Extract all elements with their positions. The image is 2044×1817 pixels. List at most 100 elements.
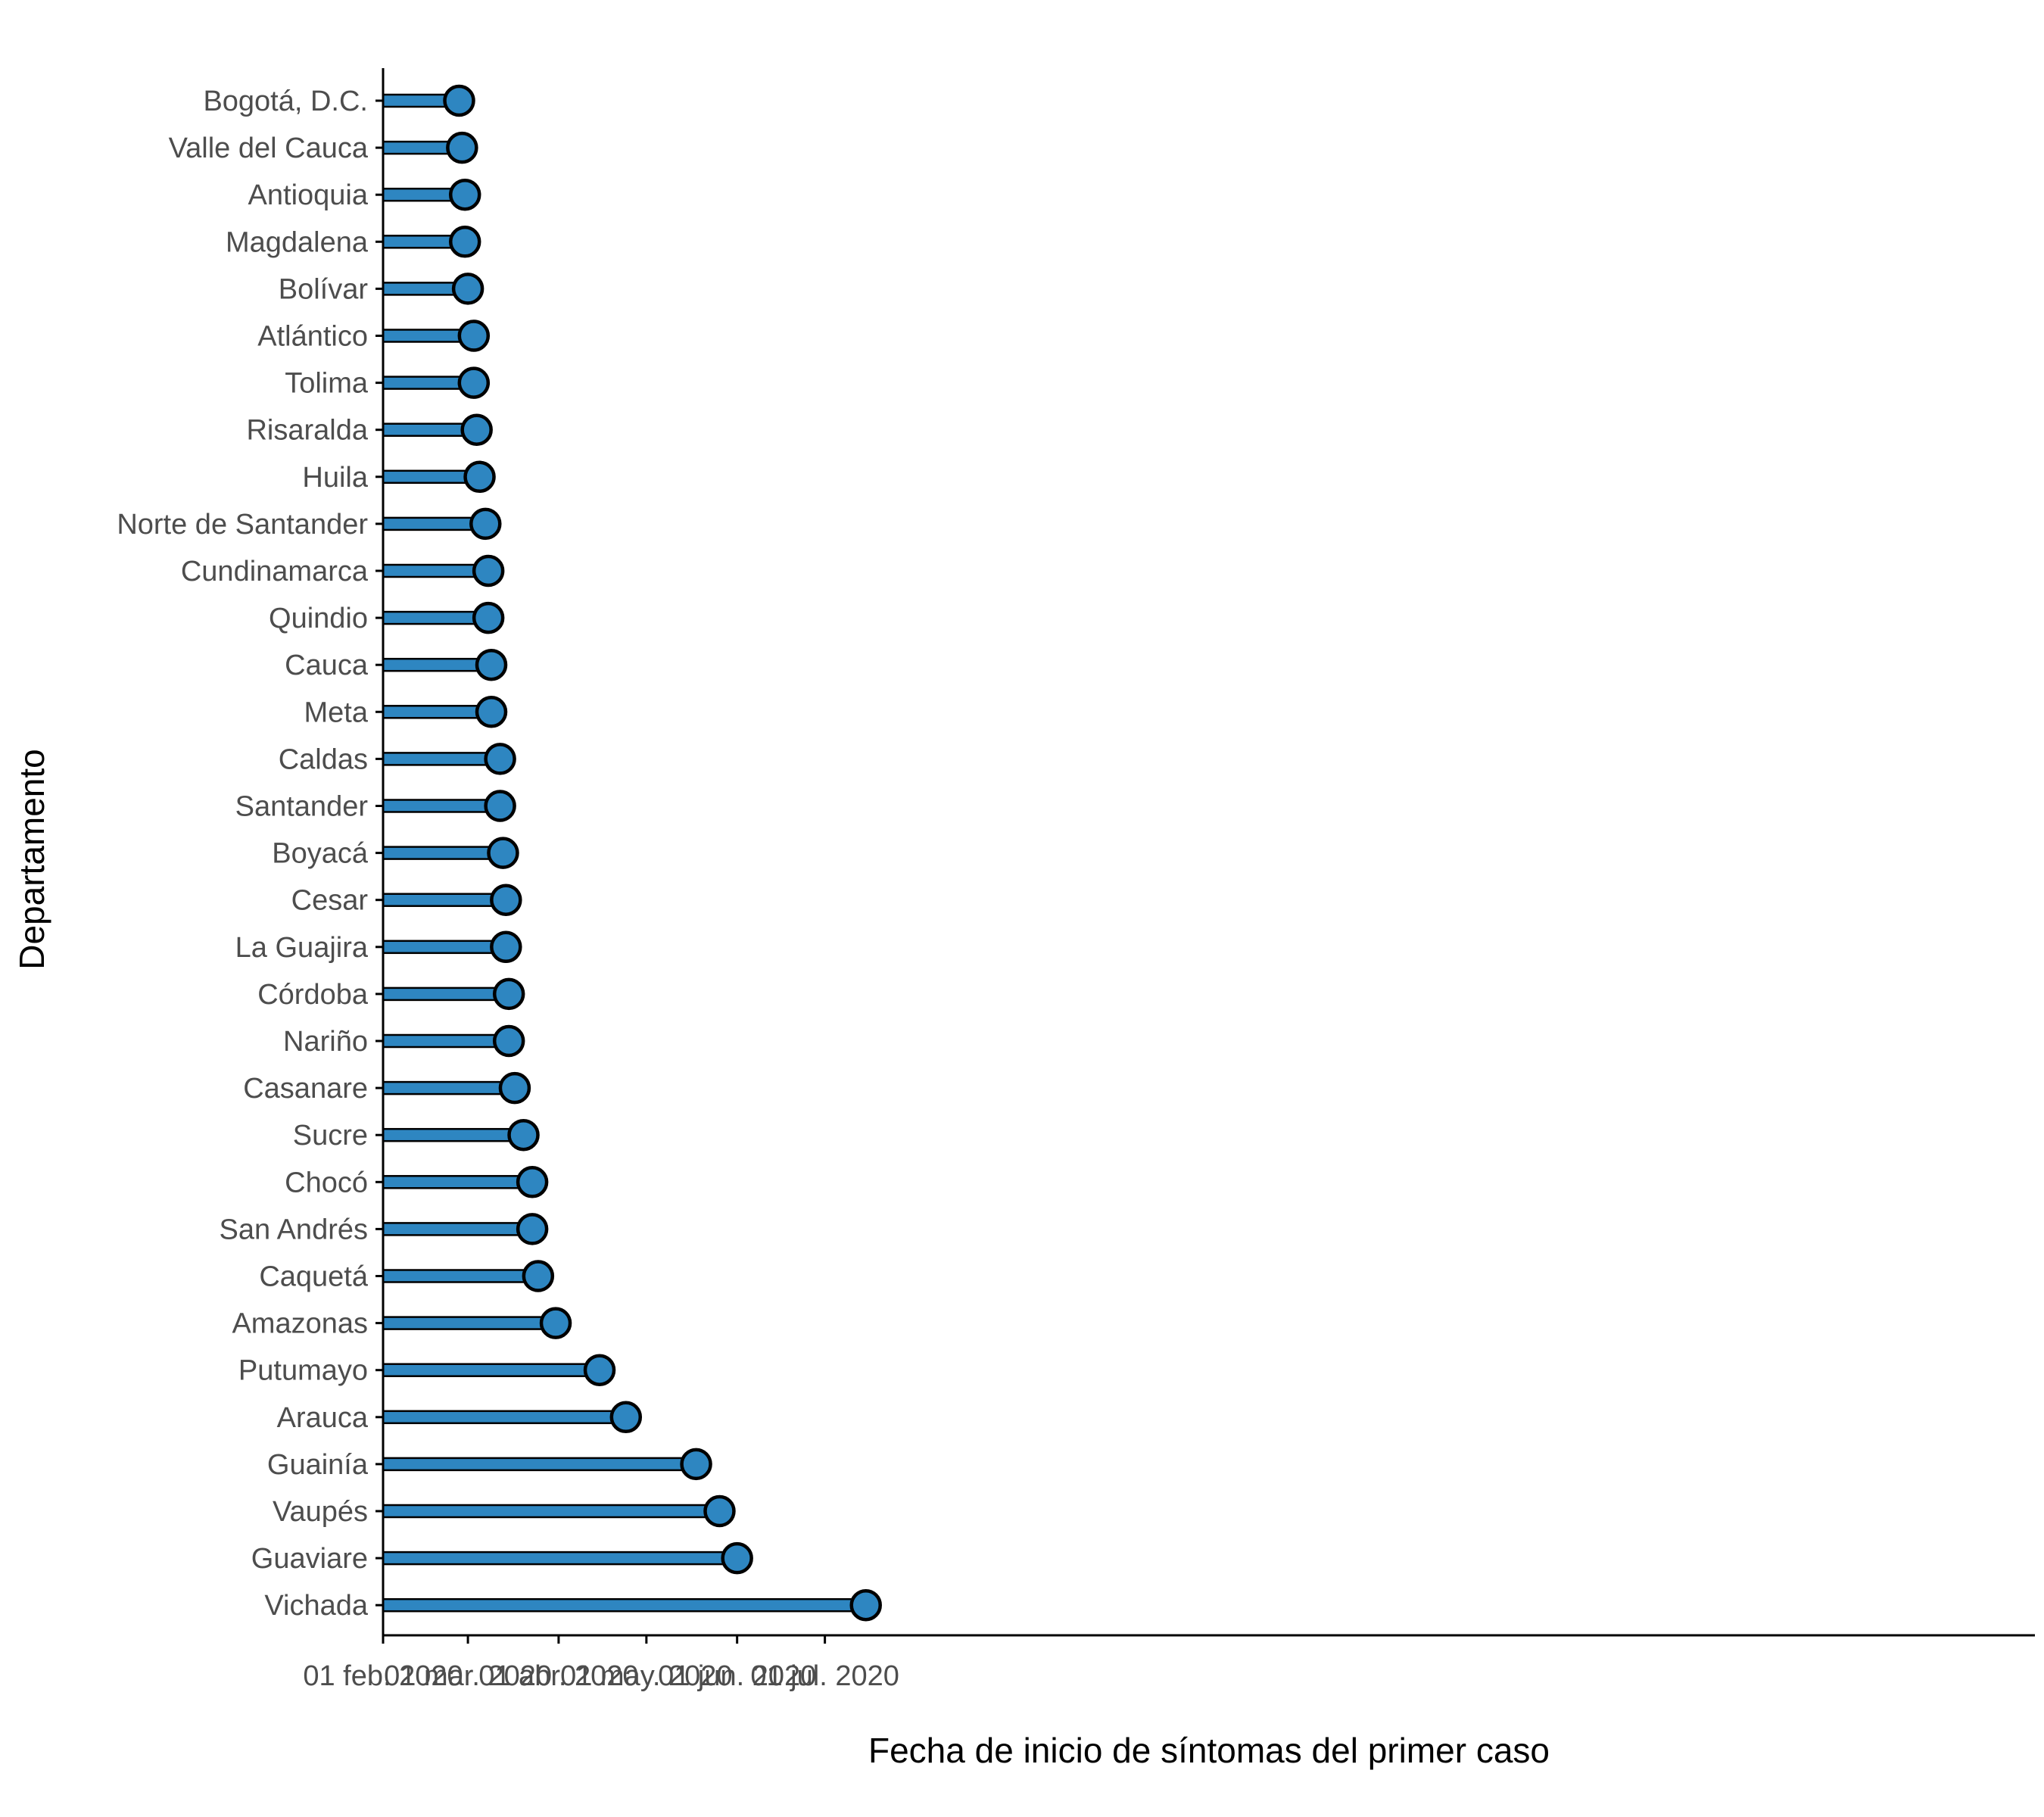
lollipop-stem [382,1363,601,1377]
lollipop-stem [382,1175,534,1189]
lollipop-point [507,1118,540,1152]
y-tick-label: Atlántico [257,321,368,353]
lollipop-stem [382,846,504,860]
y-tick-label: Huila [302,462,368,494]
y-tick-label: Bogotá, D.C. [203,86,368,117]
y-axis-title: Departamento [12,749,51,970]
x-tick-label: 01 may. 2020 [560,1660,732,1692]
lollipop-point [457,366,491,399]
lollipop-stem [382,1080,516,1095]
lollipop-point [469,507,502,541]
lollipop-point [487,837,519,869]
lollipop-stem [382,940,507,955]
lollipop-point [448,178,481,211]
lollipop-stem [382,705,493,719]
x-axis-title: Fecha de inicio de síntomas del primer c… [868,1731,1550,1770]
lollipop-stem [382,1551,738,1566]
y-tick-label: Boyacá [272,838,369,870]
lollipop-point [475,648,508,681]
y-tick-label: Norte de Santander [117,509,368,541]
lollipop-point [463,460,496,494]
lollipop-point [457,319,491,352]
y-tick-label: Caquetá [259,1261,369,1293]
y-tick-label: San Andrés [220,1214,368,1245]
y-tick-label: Chocó [285,1167,368,1198]
lollipop-point [516,1213,549,1245]
y-tick-label: Cesar [291,885,369,917]
lollipop-stem [382,1457,697,1472]
y-tick-label: Risaralda [246,415,368,447]
y-tick-label: Meta [304,697,369,728]
x-tick-label: 01 jun. 2020 [658,1660,816,1692]
lollipop-stem [382,1269,540,1283]
lollipop-point [451,273,485,305]
lollipop-point [472,554,505,587]
lollipop-point [516,1166,549,1198]
lollipop-point [539,1307,572,1339]
lollipop-point [490,930,522,964]
lollipop-stem [382,1033,510,1049]
x-tick-label: 01 abr. 2020 [478,1660,638,1692]
lollipop-stem [382,1504,721,1519]
lollipop-stem [382,986,510,1002]
y-tick-label: Antioquia [248,179,369,211]
y-axis-ticks: Bogotá, D.C. Valle del Cauca Antioquia Magd… [117,86,383,1622]
y-tick-label: Arauca [277,1402,369,1434]
y-tick-label: Bolívar [279,273,369,305]
lollipop-point [498,1071,531,1105]
lollipop-stem [382,1127,525,1142]
lollipop-point [522,1260,555,1292]
lollipop-point [703,1494,736,1528]
y-tick-label: Caldas [279,743,368,775]
lollipop-point [484,743,516,775]
lollipop-stem [382,752,501,766]
y-tick-label: Amazonas [232,1308,368,1340]
lollipop-point [849,1588,882,1622]
y-tick-label: Tolima [285,368,369,400]
y-tick-label: Quindio [269,603,368,634]
y-tick-label: Magdalena [226,226,369,258]
lollipop-point [446,131,478,164]
y-tick-label: Guaviare [251,1543,368,1575]
lollipop-points [443,84,882,1622]
lollipop-point [492,977,525,1011]
lollipop-point [721,1541,753,1575]
lollipop-stem [382,799,501,813]
lollipop-point [490,884,522,916]
lollipop-stem [382,1316,557,1330]
y-tick-label: Vaupés [273,1496,368,1528]
y-tick-label: Nariño [283,1026,368,1058]
lollipop-point [443,84,475,117]
lollipop-stem [382,1410,628,1425]
x-tick-label: 01 mar. 2020 [384,1660,552,1692]
lollipop-stem [382,1222,534,1236]
lollipop-stems [382,93,867,1613]
lollipop-point [475,696,508,728]
y-tick-label: Córdoba [257,979,369,1011]
y-tick-label: La Guajira [235,932,369,964]
y-tick-label: Guainía [267,1449,369,1481]
lollipop-stem [382,657,493,672]
y-tick-label: Vichada [264,1590,369,1622]
x-tick-label: 01 feb. 2020 [303,1660,463,1692]
lollipop-point [680,1448,712,1481]
lollipop-point [472,601,505,634]
y-tick-label: Cundinamarca [181,556,369,587]
lollipop-point [583,1354,616,1386]
lollipop-point [484,790,516,822]
lollipop-stem [382,1597,867,1613]
lollipop-point [448,226,481,258]
y-tick-label: Putumayo [238,1355,368,1387]
y-tick-label: Sucre [293,1120,368,1152]
lollipop-point [492,1024,525,1058]
y-tick-label: Casanare [243,1073,368,1105]
lollipop-stem [382,893,507,907]
y-tick-label: Santander [235,791,369,823]
lollipop-point [460,413,493,446]
lollipop-point [609,1401,643,1434]
x-tick-label: 01 jul. 2020 [750,1660,899,1692]
y-tick-label: Cauca [285,650,369,681]
y-tick-label: Valle del Cauca [169,132,369,164]
